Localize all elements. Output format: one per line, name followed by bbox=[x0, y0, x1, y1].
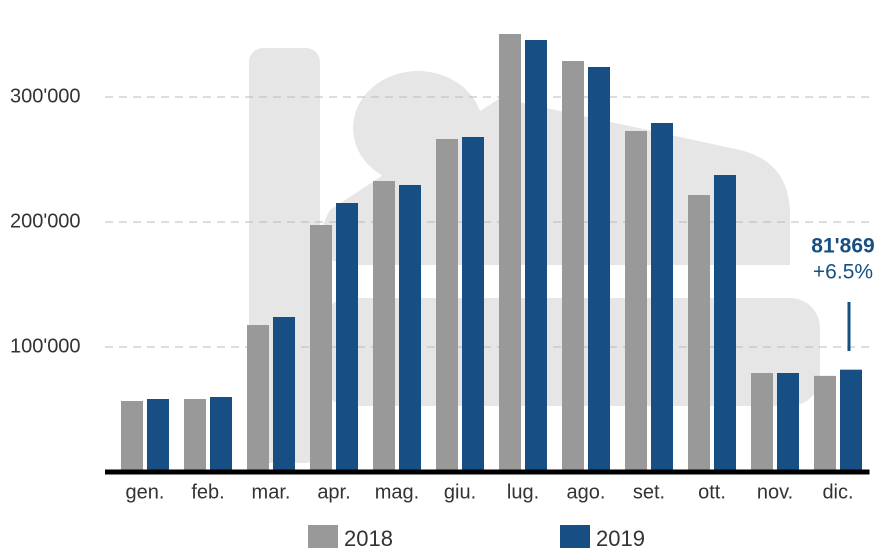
bar bbox=[373, 181, 395, 472]
x-tick-label: giu. bbox=[444, 481, 476, 503]
bar bbox=[436, 139, 458, 472]
y-tick-label: 100'000 bbox=[10, 335, 81, 357]
annotation: +6.5% bbox=[813, 261, 873, 284]
x-tick-label: lug. bbox=[507, 481, 539, 503]
bar bbox=[525, 40, 547, 472]
bar bbox=[121, 401, 143, 472]
x-tick-label: dic. bbox=[822, 481, 853, 503]
bar bbox=[562, 61, 584, 472]
x-tick-label: gen. bbox=[126, 481, 165, 503]
bar bbox=[499, 34, 521, 472]
bar bbox=[399, 185, 421, 472]
x-tick-label: apr. bbox=[317, 481, 350, 503]
legend-swatch bbox=[308, 525, 338, 548]
bar bbox=[310, 225, 332, 472]
x-tick-label: ott. bbox=[698, 481, 726, 503]
x-tick-label: nov. bbox=[757, 481, 793, 503]
bar bbox=[777, 373, 799, 472]
y-tick-label: 200'000 bbox=[10, 210, 81, 232]
bar bbox=[814, 375, 836, 472]
legend-label: 2018 bbox=[344, 526, 393, 550]
legend-label: 2019 bbox=[596, 526, 645, 550]
x-tick-label: feb. bbox=[191, 481, 224, 503]
y-tick-label: 300'000 bbox=[10, 85, 81, 107]
bar bbox=[840, 369, 862, 472]
x-tick-label: mag. bbox=[375, 481, 419, 503]
legend-swatch bbox=[560, 525, 590, 548]
bar bbox=[184, 399, 206, 472]
x-tick-label: ago. bbox=[567, 481, 606, 503]
x-tick-label: set. bbox=[633, 481, 665, 503]
bar bbox=[588, 67, 610, 472]
bar bbox=[651, 123, 673, 472]
bar bbox=[625, 131, 647, 472]
bar bbox=[688, 195, 710, 472]
bar bbox=[210, 397, 232, 472]
x-tick-label: mar. bbox=[252, 481, 291, 503]
bar bbox=[147, 399, 169, 472]
bar bbox=[462, 137, 484, 472]
bar bbox=[336, 203, 358, 472]
bar bbox=[247, 325, 269, 472]
value-label: 81'869 bbox=[811, 235, 874, 258]
bar bbox=[751, 373, 773, 472]
bar bbox=[273, 317, 295, 472]
bar bbox=[714, 175, 736, 472]
